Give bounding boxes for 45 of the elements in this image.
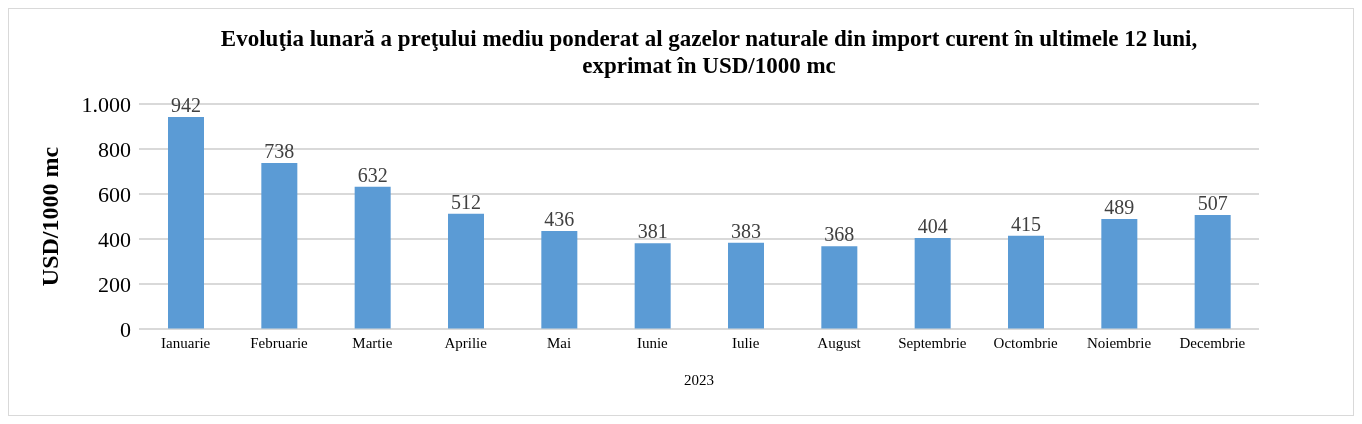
y-tick-label: 1.000 <box>81 91 131 117</box>
data-label: 489 <box>1104 195 1135 218</box>
bar <box>354 186 391 329</box>
bar <box>728 242 764 329</box>
bar <box>261 162 298 329</box>
bar <box>168 117 204 329</box>
bar <box>1101 218 1138 329</box>
x-tick-label: Decembrie <box>1179 334 1246 351</box>
bar <box>821 246 858 329</box>
y-tick-label: 200 <box>98 271 131 297</box>
data-label: 512 <box>451 190 481 213</box>
x-tick-label: Februarie <box>250 334 309 351</box>
bar <box>1008 235 1044 329</box>
x-tick-label: Iunie <box>636 334 669 351</box>
x-tick-label: Septembrie <box>898 334 967 351</box>
data-label: 632 <box>357 163 388 186</box>
data-label: 404 <box>917 215 948 238</box>
bar <box>634 243 671 329</box>
y-tick-label: 400 <box>98 226 131 252</box>
data-label: 942 <box>171 94 201 117</box>
data-label: 381 <box>637 220 668 243</box>
x-tick-label: Noiembrie <box>1086 334 1152 351</box>
x-tick-label: Aprilie <box>444 334 488 351</box>
y-tick-label: 0 <box>120 316 131 342</box>
x-axis-title: 2023 <box>684 372 714 388</box>
bar <box>1194 214 1231 329</box>
data-label: 436 <box>544 207 575 230</box>
y-axis-title: USD/1000 mc <box>36 146 63 287</box>
x-tick-label: Ianuarie <box>161 334 211 351</box>
bar <box>914 238 951 329</box>
data-label: 368 <box>824 223 855 246</box>
y-tick-label: 600 <box>98 181 131 207</box>
x-tick-label: Iulie <box>731 334 760 351</box>
bar <box>448 213 484 329</box>
chart-title: Evoluţia lunară a preţului mediu ponderat al gazelor naturale din import curent în ultimele 12 luni, exprimat în USD/1000 mc <box>219 25 1199 79</box>
x-tick-label: Octombrie <box>993 334 1059 351</box>
x-tick-label: Martie <box>352 334 393 351</box>
data-label: 383 <box>731 219 761 242</box>
data-label: 738 <box>264 139 295 162</box>
bar <box>541 230 578 329</box>
x-tick-label: Mai <box>546 334 572 351</box>
y-tick-label: 800 <box>98 136 131 162</box>
data-label: 415 <box>1011 212 1041 235</box>
data-label: 507 <box>1197 191 1228 214</box>
x-tick-label: August <box>817 334 862 351</box>
